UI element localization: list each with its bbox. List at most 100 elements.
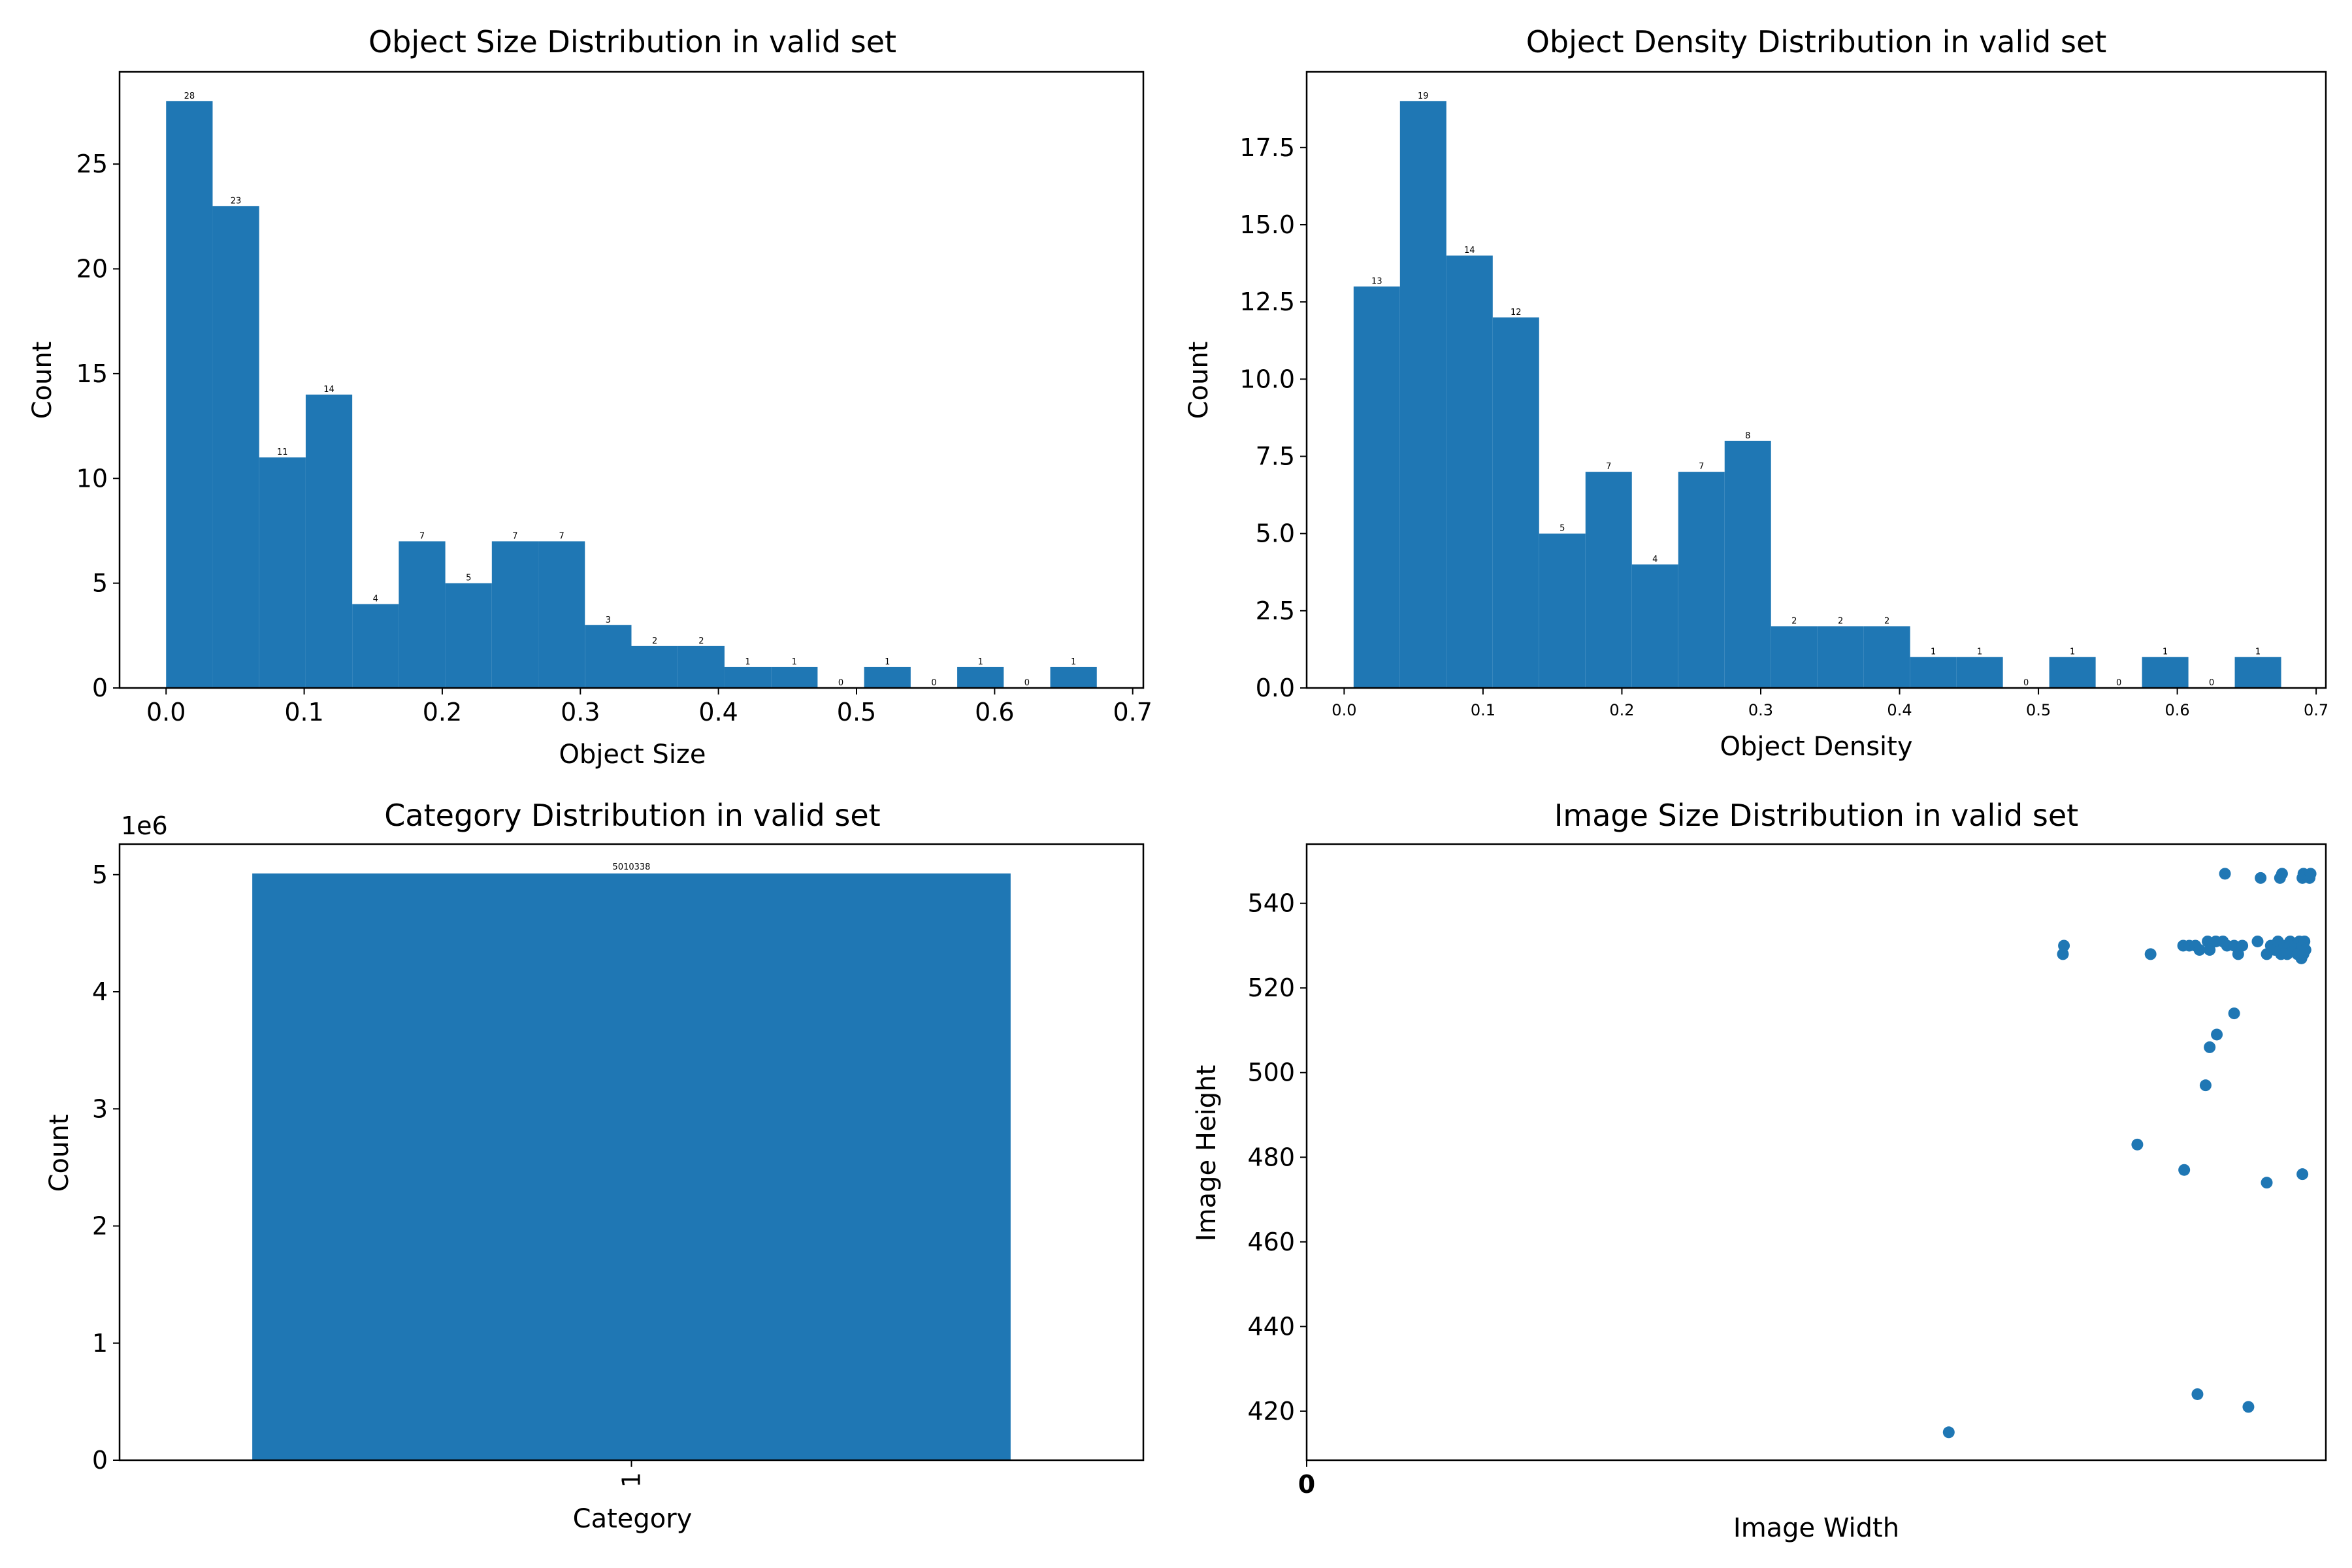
object-size-bar-label: 4 xyxy=(373,595,378,604)
object-size-y-tick-label: 20 xyxy=(76,255,108,284)
object-size-y-tick-label: 15 xyxy=(76,359,108,388)
object-density-y-axis-label: Count xyxy=(1184,342,1214,419)
object-density-bar-label: 4 xyxy=(1652,555,1658,564)
image-size-point xyxy=(2242,1401,2255,1413)
image-size-point xyxy=(2276,868,2288,880)
image-size-point xyxy=(2304,868,2317,880)
object-density-bar xyxy=(1353,286,1400,688)
category-bar-label: 5010338 xyxy=(613,862,651,872)
object-density-x-tick-label: 0.6 xyxy=(2165,701,2190,719)
image-size-x-ticks: 0 xyxy=(1298,1460,1315,1499)
object-density-title: Object Density Distribution in valid set xyxy=(1526,24,2107,59)
object-density-x-tick-label: 0.1 xyxy=(1471,701,1495,719)
category-x-ticks: 1 xyxy=(617,1460,646,1488)
object-density-bar xyxy=(1956,657,2003,688)
image-size-y-tick-label: 420 xyxy=(1247,1397,1295,1426)
object-density-bar xyxy=(1678,472,1725,688)
object-density-bar-label: 8 xyxy=(1745,431,1750,441)
image-size-scatter: Image Size Distribution in valid set 0 4… xyxy=(1192,798,2327,1543)
category-y-ticks: 0 1 2 3 4 5 xyxy=(92,860,120,1475)
category-y-tick-label: 3 xyxy=(92,1094,108,1123)
object-density-bar xyxy=(1539,533,1586,688)
object-size-bar xyxy=(212,206,259,688)
image-size-point xyxy=(2131,1138,2144,1151)
object-size-bar-label: 1 xyxy=(978,657,983,667)
image-size-point xyxy=(2228,1007,2240,1020)
category-bar xyxy=(252,873,1011,1460)
object-density-bar-label: 1 xyxy=(2255,647,2261,657)
object-density-bar xyxy=(1724,440,1771,688)
object-density-x-tick-label: 0.0 xyxy=(1331,701,1356,719)
object-size-bar xyxy=(724,666,772,688)
image-size-y-tick-label: 460 xyxy=(1247,1228,1295,1256)
object-density-x-axis-label: Object Density xyxy=(1720,732,1912,762)
object-size-x-axis-label: Object Size xyxy=(559,740,706,770)
object-density-bar-label: 7 xyxy=(1606,462,1611,472)
object-density-bar xyxy=(1771,626,1818,688)
object-density-y-tick-label: 5.0 xyxy=(1256,519,1295,548)
object-density-x-tick-label: 0.3 xyxy=(1748,701,1773,719)
category-y-tick-label: 1 xyxy=(92,1329,108,1358)
object-size-x-tick-label: 0.6 xyxy=(975,698,1014,727)
object-size-y-tick-label: 25 xyxy=(76,150,108,178)
object-density-bars xyxy=(1353,101,2281,688)
object-density-bar xyxy=(1446,255,1493,688)
object-size-y-axis-label: Count xyxy=(27,342,57,419)
object-size-bar-label: 1 xyxy=(1071,657,1076,667)
image-size-point xyxy=(2299,943,2311,956)
object-size-bar-label: 7 xyxy=(512,531,517,541)
object-density-bar-label: 13 xyxy=(1371,277,1382,287)
image-size-y-tick-label: 480 xyxy=(1247,1143,1295,1171)
category-x-axis-label: Category xyxy=(573,1504,693,1534)
object-size-y-tick-label: 10 xyxy=(76,464,108,493)
object-size-bar-label: 23 xyxy=(231,196,242,206)
object-size-x-tick-label: 0.4 xyxy=(698,698,738,727)
object-size-x-tick-label: 0.1 xyxy=(284,698,323,727)
category-bar-chart: Category Distribution in valid set 1e6 5… xyxy=(44,798,1145,1534)
image-size-y-ticks: 420 440 460 480 500 520 540 xyxy=(1247,889,1307,1426)
object-density-bar xyxy=(1585,472,1632,688)
category-x-tick-label: 1 xyxy=(617,1472,646,1488)
object-size-bar-label: 1 xyxy=(792,657,797,667)
object-size-bar-label: 7 xyxy=(419,531,425,541)
image-size-axes-frame xyxy=(1305,843,2327,1462)
object-density-bar-label: 2 xyxy=(1791,616,1797,626)
category-bars xyxy=(252,873,1011,1460)
image-size-y-tick-label: 440 xyxy=(1247,1312,1295,1341)
object-density-y-tick-label: 17.5 xyxy=(1239,133,1295,162)
category-title: Category Distribution in valid set xyxy=(384,798,880,833)
object-size-bar-label: 5 xyxy=(466,574,471,583)
object-size-x-tick-label: 0.7 xyxy=(1113,698,1152,727)
object-density-bar-label: 0 xyxy=(2209,678,2214,688)
object-size-x-tick-label: 0.3 xyxy=(561,698,600,727)
object-density-y-tick-label: 2.5 xyxy=(1256,596,1295,625)
object-density-bar-label: 2 xyxy=(1884,616,1889,626)
object-density-bar xyxy=(2142,657,2189,688)
image-size-point xyxy=(2193,943,2206,956)
object-size-bar-label: 2 xyxy=(698,636,704,646)
category-y-tick-label: 2 xyxy=(92,1212,108,1241)
image-size-y-tick-label: 520 xyxy=(1247,973,1295,1002)
object-size-bar-label: 7 xyxy=(559,531,564,541)
object-density-y-tick-label: 15.0 xyxy=(1239,210,1295,239)
object-density-bar-label: 12 xyxy=(1511,308,1522,318)
object-size-y-tick-label: 0 xyxy=(92,674,108,702)
object-size-bar xyxy=(445,583,492,688)
image-size-points xyxy=(1942,868,2317,1439)
object-density-bar-label: 1 xyxy=(1931,647,1936,657)
object-size-bar xyxy=(352,604,399,688)
object-size-bar xyxy=(166,101,213,688)
object-density-x-ticks: 0.0 0.1 0.2 0.3 0.4 0.5 0.6 0.7 xyxy=(1331,688,2328,719)
object-density-bar-label: 19 xyxy=(1418,91,1429,101)
category-y-tick-label: 5 xyxy=(92,860,108,889)
image-size-point xyxy=(2058,939,2070,952)
category-y-tick-label: 4 xyxy=(92,977,108,1006)
object-size-bar xyxy=(771,666,818,688)
object-size-bar-label: 11 xyxy=(277,448,288,457)
category-axes-frame xyxy=(118,843,1145,1462)
object-density-bar xyxy=(1863,626,1910,688)
object-density-bar xyxy=(1910,657,1957,688)
object-density-x-tick-label: 0.2 xyxy=(1609,701,1634,719)
image-size-point xyxy=(2236,939,2249,952)
